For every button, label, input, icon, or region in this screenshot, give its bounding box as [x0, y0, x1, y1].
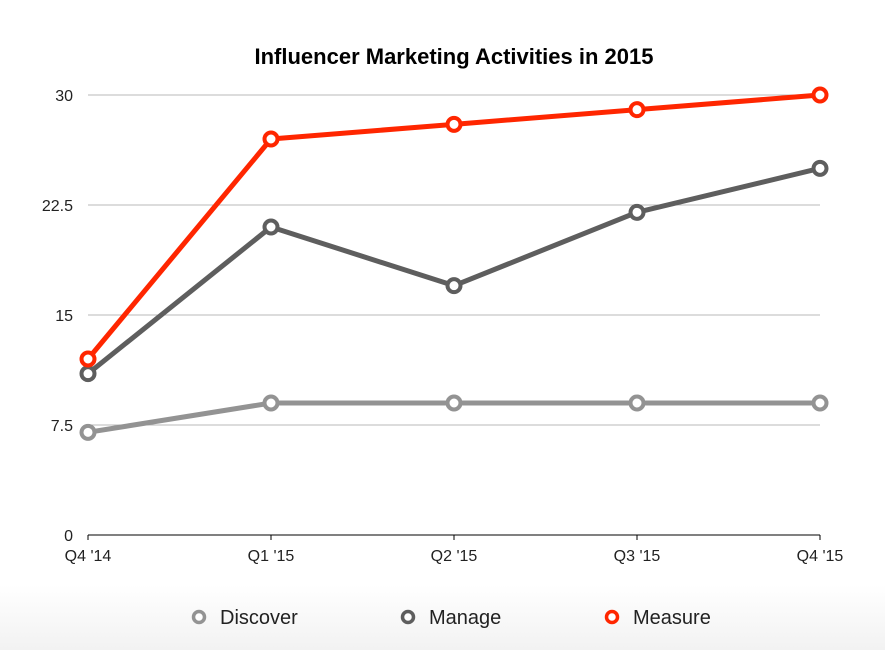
- data-point: [811, 86, 829, 104]
- data-point: [445, 115, 463, 133]
- x-tick-label: Q2 '15: [431, 548, 478, 565]
- data-point: [262, 394, 280, 412]
- series-line: [86, 165, 821, 376]
- legend-marker-icon: [604, 609, 620, 625]
- y-tick-label: 22.5: [42, 198, 73, 215]
- series-measure: [79, 86, 829, 368]
- y-tick-label: 30: [55, 88, 73, 105]
- series-manage: [79, 159, 829, 383]
- data-point: [628, 203, 646, 221]
- legend-item-manage: Manage: [400, 607, 501, 629]
- x-tick-label: Q4 '15: [797, 548, 844, 565]
- y-tick-label: 7.5: [51, 418, 73, 435]
- legend-marker-icon: [191, 609, 207, 625]
- legend-label: Measure: [633, 607, 711, 629]
- data-point: [79, 423, 97, 441]
- data-point: [79, 350, 97, 368]
- series-discover: [79, 394, 829, 441]
- x-axis: Q4 '14 Q1 '15 Q2 '15 Q3 '15 Q4 '15: [65, 535, 844, 565]
- data-point: [262, 130, 280, 148]
- legend-item-measure: Measure: [604, 607, 711, 629]
- legend-label: Discover: [220, 607, 298, 629]
- data-point: [811, 159, 829, 177]
- legend-label: Manage: [429, 607, 501, 629]
- y-tick-label: 15: [55, 308, 73, 325]
- x-tick-label: Q4 '14: [65, 548, 112, 565]
- x-tick-label: Q1 '15: [248, 548, 295, 565]
- data-point: [445, 277, 463, 295]
- data-point: [445, 394, 463, 412]
- legend-item-discover: Discover: [191, 607, 298, 629]
- y-axis: 0 7.5 15 22.5 30: [42, 88, 73, 545]
- x-tick-label: Q3 '15: [614, 548, 661, 565]
- data-point: [628, 394, 646, 412]
- series-group: [79, 86, 829, 441]
- series-line: [86, 92, 821, 361]
- legend: Discover Manage Measure: [191, 607, 711, 629]
- data-point: [811, 394, 829, 412]
- y-tick-label: 0: [64, 528, 73, 545]
- data-point: [628, 101, 646, 119]
- chart-title: Influencer Marketing Activities in 2015: [255, 44, 654, 69]
- data-point: [79, 365, 97, 383]
- data-point: [262, 218, 280, 236]
- legend-marker-icon: [400, 609, 416, 625]
- grid: [88, 94, 820, 536]
